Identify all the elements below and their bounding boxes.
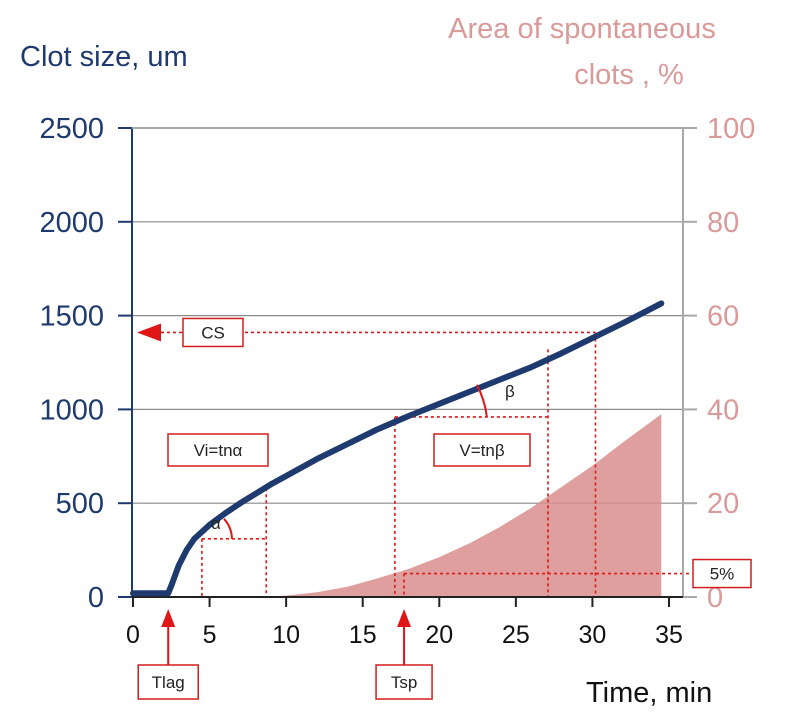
y2-tick-label-80: 80 [707,207,739,239]
cs-arrowhead [137,323,161,342]
y2-axis-title-line1: Area of spontaneous [448,13,716,45]
y-tick-label-1000: 1000 [39,394,104,426]
cs-label: CS [201,323,225,342]
spontaneous-clot-area [133,414,662,597]
x-tick-label-5: 5 [203,621,217,649]
anno-layer: α β CS Vi=tnα V=tnβ 5% Tlag Tsp [137,317,752,700]
y-tick-label-0: 0 [88,582,104,614]
tsp-label: Tsp [391,673,417,692]
pct-label-box [692,558,752,589]
y2-tick-label-0: 0 [707,582,723,614]
tlag-arrowhead [161,609,176,627]
y-axis-title: Clot size, um [20,41,188,73]
y-tick-label-2000: 2000 [39,207,104,239]
x-tick-label-20: 20 [425,621,453,649]
x-tick-label-30: 30 [579,621,607,649]
x-tick-label-25: 25 [502,621,530,649]
beta-arc [475,384,488,418]
tsp-arrowhead [397,609,412,627]
y2-tick-label-60: 60 [707,301,739,333]
tlag-label-box [137,664,199,700]
x-tick-label-15: 15 [349,621,377,649]
y2-tick-label-20: 20 [707,488,739,520]
x-tick-label-35: 35 [655,621,683,649]
cs-label-box [182,317,244,348]
tsp-label-box [375,664,433,700]
clot-size-line [130,300,665,597]
v-label: V=tnβ [459,441,504,460]
y2-tick-label-40: 40 [707,394,739,426]
alpha-arc [223,518,233,539]
v-label-box [433,433,531,467]
y2-tick-label-100: 100 [707,113,755,145]
x-tick-label-10: 10 [272,621,300,649]
beta-label: β [505,382,515,401]
guide-layer [143,331,689,597]
y-tick-label-500: 500 [56,488,104,520]
y-tick-label-2500: 2500 [39,113,104,145]
vi-label: Vi=tnα [194,441,243,460]
alpha-label: α [211,514,221,533]
line-layer [130,300,665,597]
tlag-label: Tlag [152,673,185,692]
y2-axis-title-line2: clots , % [574,59,684,91]
pct-label: 5% [710,565,735,584]
area-layer [133,414,662,597]
vi-label-box [167,433,269,467]
y-tick-label-1500: 1500 [39,301,104,333]
axes-layer [131,127,684,598]
x-tick-label-0: 0 [126,621,140,649]
x-axis-title: Time, min [586,677,712,709]
